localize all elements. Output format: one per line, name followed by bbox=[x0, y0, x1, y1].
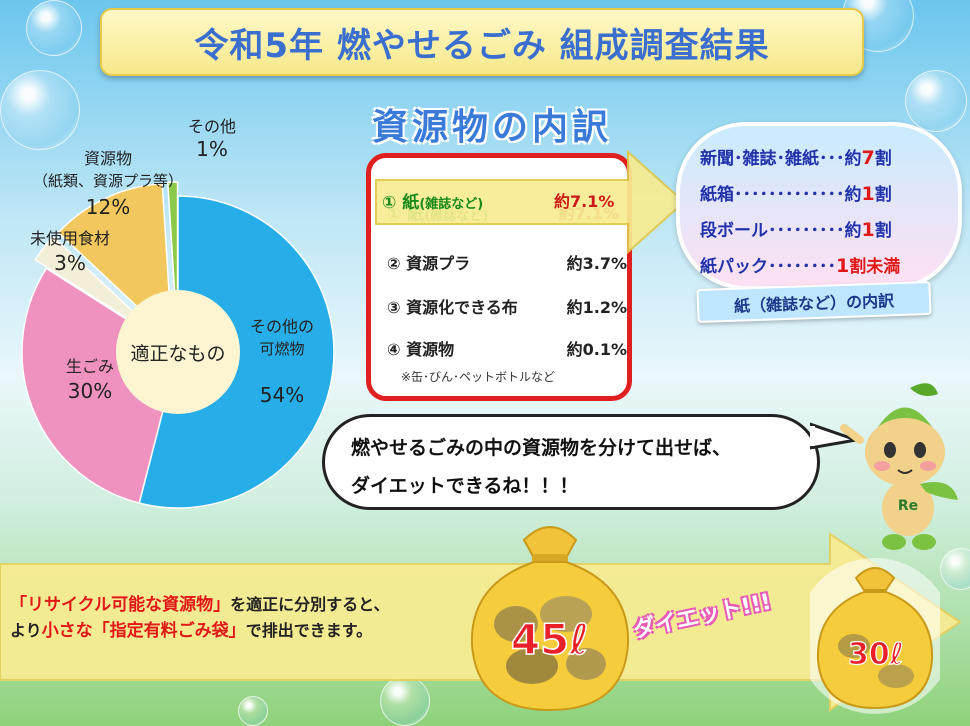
pie-slice-value: 1% bbox=[196, 137, 228, 161]
breakdown-row-name: ③ 資源化できる布 bbox=[387, 298, 518, 317]
breakdown-row-value: 約0.1% bbox=[566, 340, 627, 359]
pie-slice-label: （紙類、資源プラ等） bbox=[33, 172, 183, 190]
highlight-row-name: ① 紙 bbox=[382, 193, 420, 213]
bottom-line-1: 「リサイクル可能な資源物」を適正に分別すると、 bbox=[10, 592, 390, 618]
paper-row-label: 紙パック････････ bbox=[700, 257, 836, 277]
breakdown-row-value: 約1.2% bbox=[566, 298, 627, 317]
pie-center-circle bbox=[116, 290, 240, 414]
paper-row-suffix: 割 bbox=[874, 149, 892, 169]
pie-slice-label: その他の bbox=[250, 317, 314, 336]
bottom-line2-emphasis: 小さな「指定有料ごみ袋」 bbox=[41, 621, 246, 641]
garbage-bag-30l: 30ℓ bbox=[810, 558, 940, 714]
pie-slice-value: 12% bbox=[86, 195, 130, 219]
pie-slice bbox=[57, 182, 173, 342]
bag-large-label: 45ℓ bbox=[511, 615, 589, 664]
speech-line-1: 燃やせるごみの中の資源物を分けて出せば、 bbox=[351, 437, 732, 459]
breakdown-row-value: 約3.7% bbox=[566, 254, 627, 273]
bottom-line2-prefix: より bbox=[10, 621, 42, 640]
paper-row: 紙箱･････････････約1割 bbox=[700, 180, 892, 205]
pie-center-label: 適正なもの bbox=[130, 343, 225, 365]
pie-slice-label: 生ごみ bbox=[66, 357, 114, 376]
breakdown-row-name: ② 資源プラ bbox=[387, 254, 471, 273]
paper-row-num: 1 bbox=[836, 255, 850, 277]
bubble-decoration bbox=[380, 676, 430, 726]
paper-row-label: 段ボール･････････約 bbox=[700, 221, 862, 241]
bubble-decoration bbox=[26, 0, 82, 56]
pie-slice-label: 未使用食材 bbox=[30, 229, 110, 248]
paper-row-num: 7 bbox=[861, 147, 875, 169]
pie-slice bbox=[21, 267, 179, 505]
bubble-decoration bbox=[0, 70, 80, 150]
bubble-decoration bbox=[905, 70, 967, 132]
highlight-row: ① 紙(雑誌など) 約7.1% bbox=[382, 188, 622, 218]
paper-row-label: 新聞･雑誌･雑紙･･･約 bbox=[700, 149, 862, 169]
mascot-badge-text: Re bbox=[898, 498, 918, 514]
paper-breakdown-caption: 紙（雑誌など）の内訳 bbox=[696, 280, 932, 324]
paper-row-num: 1 bbox=[861, 183, 875, 205]
pie-slice-label: その他 bbox=[188, 117, 236, 136]
paper-row: 段ボール･････････約1割 bbox=[700, 216, 892, 241]
page-title: 令和5年 燃やせるごみ 組成調査結果 bbox=[100, 8, 864, 76]
breakdown-note: ※缶･びん･ペットボトルなど bbox=[401, 370, 556, 384]
pie-slice-value: 30% bbox=[68, 379, 112, 403]
paper-row: 新聞･雑誌･雑紙･･･約7割 bbox=[700, 144, 892, 169]
speech-tail bbox=[810, 422, 860, 450]
mascot-character: Re bbox=[840, 383, 958, 550]
bottom-line2-rest: で排出できます。 bbox=[245, 621, 373, 640]
paper-breakdown-cloud: 新聞･雑誌･雑紙･･･約7割 紙箱･････････････約1割 段ボール･･… bbox=[676, 122, 962, 290]
bottom-line1-emphasis: 「リサイクル可能な資源物」 bbox=[10, 595, 231, 615]
speech-bubble: 燃やせるごみの中の資源物を分けて出せば、 ダイエットできるね！！！ bbox=[322, 414, 820, 510]
breakdown-row-name: ④ 資源物 bbox=[387, 340, 455, 359]
paper-row-suffix: 割未満 bbox=[849, 257, 901, 277]
bag-small-label: 30ℓ bbox=[848, 637, 904, 672]
breakdown-heading: 資源物の内訳 bbox=[372, 107, 613, 148]
paper-row: 紙パック････････1割未満 bbox=[700, 252, 900, 277]
pie-slice-value: 3% bbox=[54, 251, 86, 275]
bubble-decoration bbox=[940, 548, 970, 590]
paper-row-num: 1 bbox=[861, 219, 875, 241]
pie-slice-value: 54% bbox=[260, 383, 304, 407]
paper-row-label: 紙箱･････････････約 bbox=[700, 185, 862, 205]
bottom-line-2: より小さな「指定有料ごみ袋」で排出できます。 bbox=[10, 618, 390, 644]
paper-row-suffix: 割 bbox=[874, 185, 892, 205]
highlight-arrow bbox=[375, 150, 686, 255]
highlight-row-value: 約7.1% bbox=[554, 192, 615, 211]
pie-slice-label: 資源物 bbox=[84, 149, 132, 168]
pie-slice-label: 可燃物 bbox=[259, 340, 304, 358]
paper-row-suffix: 割 bbox=[874, 221, 892, 241]
garbage-bag-45l: 45ℓ bbox=[470, 526, 630, 712]
bottom-message: 「リサイクル可能な資源物」を適正に分別すると、 より小さな「指定有料ごみ袋」で排… bbox=[10, 592, 390, 644]
bottom-line1-rest: を適正に分別すると、 bbox=[230, 595, 390, 614]
highlight-row-name-small: (雑誌など) bbox=[419, 197, 484, 212]
speech-line-2: ダイエットできるね！！！ bbox=[351, 475, 579, 497]
